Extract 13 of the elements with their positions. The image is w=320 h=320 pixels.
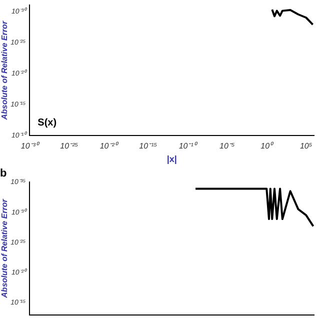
annotation: S(x) xyxy=(38,117,57,128)
x-tick-label: 10⁰ xyxy=(260,142,275,151)
x-tick-label: 10⁻¹⁰ xyxy=(178,142,198,151)
x-tick-label: 10⁻²⁰ xyxy=(100,142,120,151)
x-tick-label: 10⁵ xyxy=(300,142,313,151)
x-tick-label: 10⁻³⁰ xyxy=(20,142,40,151)
y-axis-title: Absolute of Relative Error xyxy=(0,198,10,299)
x-tick-label: 10⁻⁵ xyxy=(219,142,236,151)
chart-title: b xyxy=(0,168,7,180)
x-axis-title: |x| xyxy=(166,154,177,164)
x-tick-label: 10⁻¹⁵ xyxy=(139,142,158,151)
x-tick-label: 10⁻²⁵ xyxy=(60,142,79,151)
y-axis-title: Absolute of Relative Error xyxy=(0,20,10,121)
